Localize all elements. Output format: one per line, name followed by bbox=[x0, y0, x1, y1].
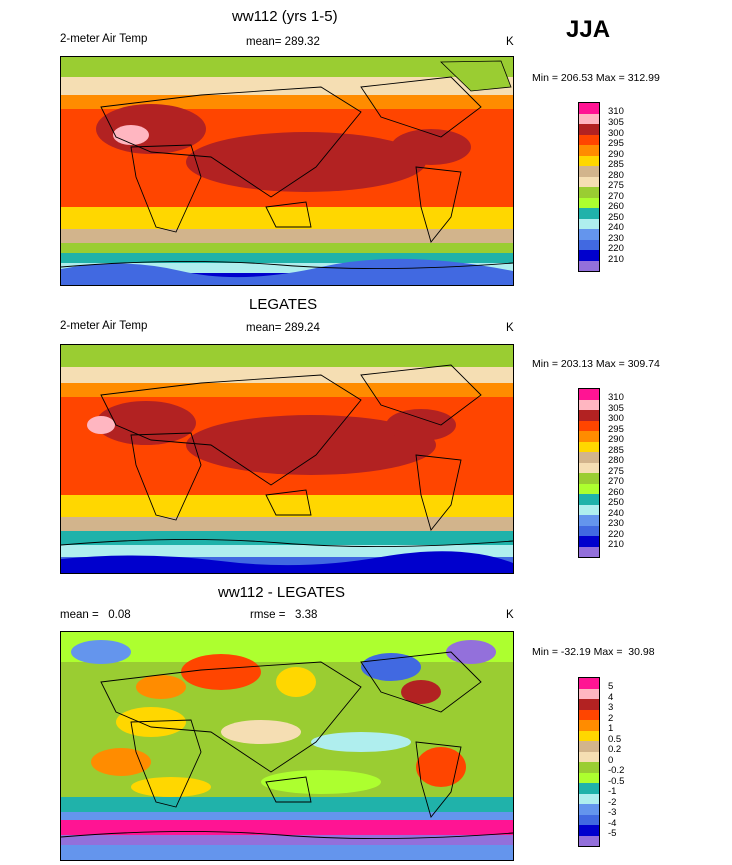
panel2-title: LEGATES bbox=[249, 296, 318, 313]
panel1-tick: 285 bbox=[608, 159, 624, 170]
panel3-tick: -4 bbox=[608, 818, 617, 829]
panel3-tick: 5 bbox=[608, 681, 614, 692]
panel3-tick: -5 bbox=[608, 828, 617, 839]
panel3-title: ww112 - LEGATES bbox=[218, 584, 345, 601]
panel2-tick: 275 bbox=[608, 466, 624, 477]
panel2-tick: 290 bbox=[608, 434, 624, 445]
panel3-map bbox=[60, 631, 514, 861]
panel3-tick: 1 bbox=[608, 723, 614, 734]
panel2-tick: 210 bbox=[608, 539, 624, 550]
panel2-colorbar bbox=[578, 388, 600, 558]
panel1-variable-label: 2-meter Air Temp bbox=[60, 33, 148, 45]
panel2-tick: 250 bbox=[608, 497, 624, 508]
panel1-map bbox=[60, 56, 514, 286]
panel1-tick: 290 bbox=[608, 149, 624, 160]
panel1-tick: 230 bbox=[608, 233, 624, 244]
panel3-tick: 2 bbox=[608, 713, 614, 724]
panel1-tick: 220 bbox=[608, 243, 624, 254]
panel3-colorbar bbox=[578, 677, 600, 847]
panel3-tick: 3 bbox=[608, 702, 614, 713]
season-label: JJA bbox=[566, 16, 611, 43]
panel3-tick: 4 bbox=[608, 692, 614, 703]
panel2-tick: 285 bbox=[608, 445, 624, 456]
panel2-tick: 230 bbox=[608, 518, 624, 529]
panel1-units: K bbox=[506, 36, 514, 48]
panel3-rmse-label: rmse = 3.38 bbox=[250, 609, 318, 621]
panel2-tick: 270 bbox=[608, 476, 624, 487]
panel1-tick: 240 bbox=[608, 222, 624, 233]
panel1-tick: 275 bbox=[608, 180, 624, 191]
panel2-tick: 220 bbox=[608, 529, 624, 540]
panel1-tick: 305 bbox=[608, 117, 624, 128]
panel1-colorbar bbox=[578, 102, 600, 272]
panel2-variable-label: 2-meter Air Temp bbox=[60, 320, 148, 332]
panel2-units: K bbox=[506, 322, 514, 334]
panel1-tick: 310 bbox=[608, 106, 624, 117]
panel1-tick: 300 bbox=[608, 128, 624, 139]
panel3-tick: 0.5 bbox=[608, 734, 622, 745]
panel2-tick: 240 bbox=[608, 508, 624, 519]
panel2-tick: 295 bbox=[608, 424, 624, 435]
panel2-tick: 260 bbox=[608, 487, 624, 498]
panel3-tick: -1 bbox=[608, 786, 617, 797]
panel3-tick: 0.2 bbox=[608, 744, 622, 755]
panel3-tick: -2 bbox=[608, 797, 617, 808]
panel3-tick: -3 bbox=[608, 807, 617, 818]
panel2-minmax: Min = 203.13 Max = 309.74 bbox=[532, 358, 660, 370]
panel3-map-svg bbox=[61, 632, 513, 860]
panel3-minmax: Min = -32.19 Max = 30.98 bbox=[532, 646, 655, 658]
panel1-tick: 280 bbox=[608, 170, 624, 181]
panel2-tick: 280 bbox=[608, 455, 624, 466]
panel1-tick: 250 bbox=[608, 212, 624, 223]
panel2-tick: 310 bbox=[608, 392, 624, 403]
panel3-tick: -0.2 bbox=[608, 765, 625, 776]
panel1-title: ww112 (yrs 1-5) bbox=[232, 8, 338, 25]
panel1-tick: 295 bbox=[608, 138, 624, 149]
panel1-tick: 260 bbox=[608, 201, 624, 212]
panel1-map-svg bbox=[61, 57, 513, 285]
panel1-minmax: Min = 206.53 Max = 312.99 bbox=[532, 72, 660, 84]
panel2-map bbox=[60, 344, 514, 574]
panel3-tick: -0.5 bbox=[608, 776, 625, 787]
panel1-tick: 210 bbox=[608, 254, 624, 265]
panel3-units: K bbox=[506, 609, 514, 621]
panel2-tick: 305 bbox=[608, 403, 624, 414]
panel2-map-svg bbox=[61, 345, 513, 573]
panel3-mean-label: mean = 0.08 bbox=[60, 609, 131, 621]
panel2-mean-label: mean= 289.24 bbox=[246, 322, 320, 334]
panel1-tick: 270 bbox=[608, 191, 624, 202]
panel1-mean-label: mean= 289.32 bbox=[246, 36, 320, 48]
panel2-tick: 300 bbox=[608, 413, 624, 424]
panel3-tick: 0 bbox=[608, 755, 614, 766]
